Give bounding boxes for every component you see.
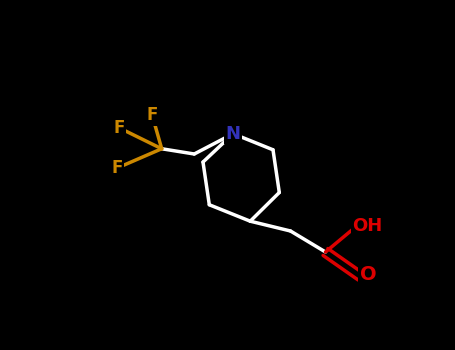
Text: O: O	[360, 265, 377, 284]
Text: F: F	[111, 159, 123, 177]
Text: F: F	[147, 106, 158, 125]
Text: F: F	[113, 119, 125, 137]
Text: N: N	[226, 125, 241, 143]
Text: OH: OH	[352, 217, 383, 235]
